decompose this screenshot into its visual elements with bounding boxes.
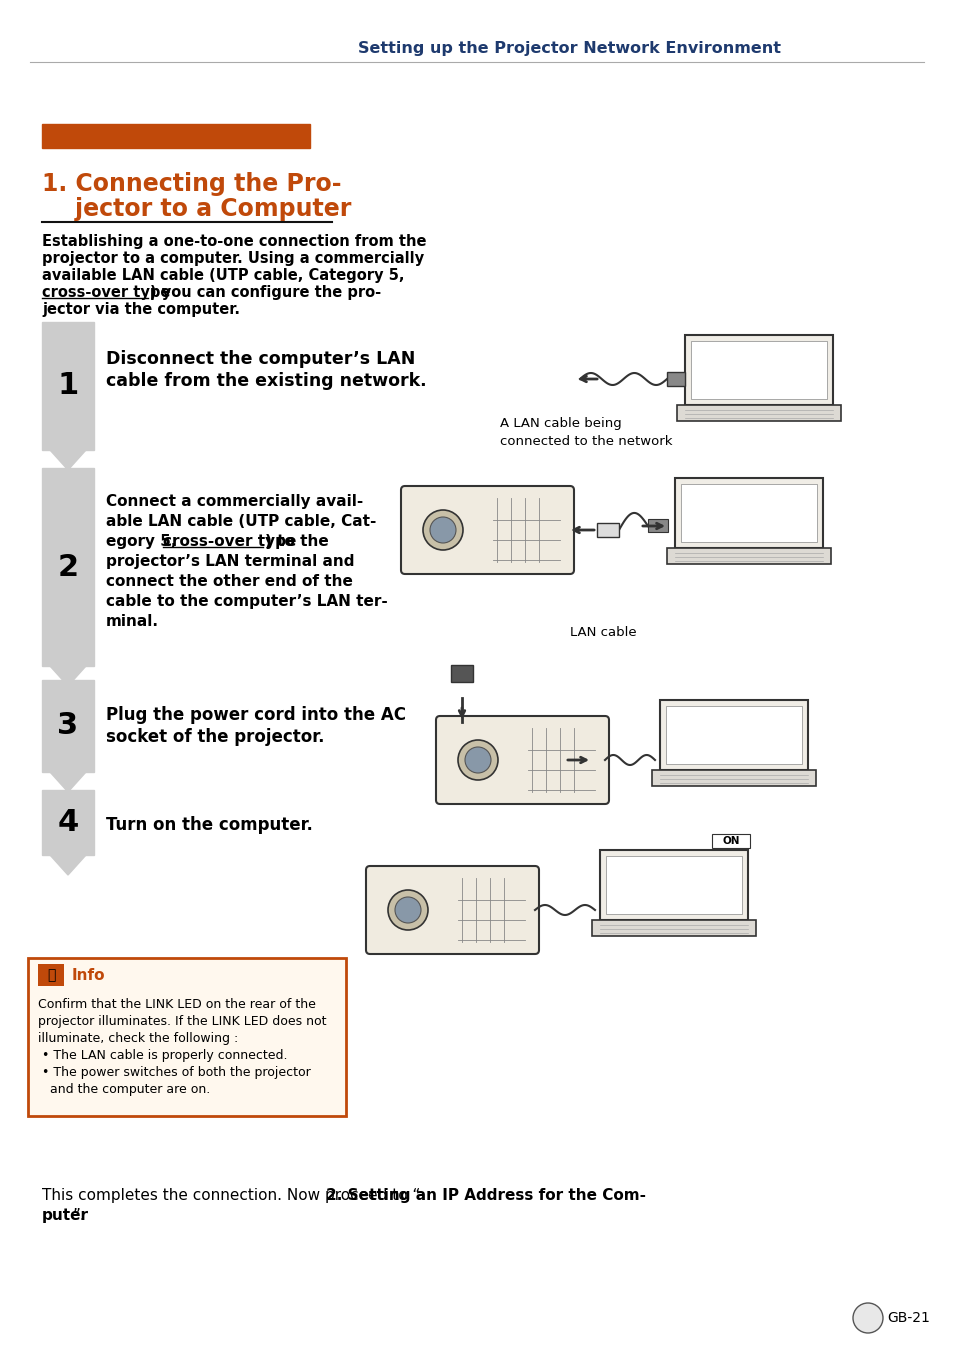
Text: 4: 4	[57, 808, 78, 837]
Text: Info: Info	[71, 968, 106, 983]
Text: able LAN cable (UTP cable, Cat-: able LAN cable (UTP cable, Cat-	[106, 514, 376, 529]
Text: Confirm that the LINK LED on the rear of the: Confirm that the LINK LED on the rear of…	[38, 997, 315, 1011]
Text: and the computer are on.: and the computer are on.	[38, 1084, 210, 1096]
Text: minal.: minal.	[106, 614, 159, 629]
Text: Connect a commercially avail-: Connect a commercially avail-	[106, 494, 363, 509]
Circle shape	[422, 510, 462, 551]
Text: cross-over type: cross-over type	[42, 285, 171, 300]
Bar	[42, 790, 94, 855]
Text: Plug the power cord into the AC: Plug the power cord into the AC	[106, 707, 406, 724]
Text: This completes the connection. Now proceed to “: This completes the connection. Now proce…	[42, 1189, 420, 1203]
Circle shape	[388, 890, 428, 930]
Text: LAN cable: LAN cable	[569, 626, 636, 639]
Text: • The LAN cable is properly connected.: • The LAN cable is properly connected.	[38, 1049, 287, 1062]
Text: 2. Setting an IP Address for the Com-: 2. Setting an IP Address for the Com-	[326, 1189, 646, 1203]
Bar	[684, 335, 832, 405]
Circle shape	[395, 896, 420, 923]
Text: 1: 1	[57, 371, 78, 401]
Text: egory 5,: egory 5,	[106, 534, 182, 549]
FancyBboxPatch shape	[400, 486, 574, 573]
Polygon shape	[50, 666, 86, 686]
Bar	[42, 124, 310, 148]
Bar	[711, 835, 749, 848]
Text: Turn on the computer.: Turn on the computer.	[106, 816, 313, 835]
Text: • The power switches of both the projector: • The power switches of both the project…	[38, 1066, 311, 1079]
Circle shape	[430, 517, 456, 542]
Bar	[28, 958, 346, 1116]
Text: puter: puter	[42, 1207, 89, 1224]
Text: Establishing a one-to-one connection from the: Establishing a one-to-one connection fro…	[42, 234, 426, 249]
Polygon shape	[50, 450, 86, 470]
Bar	[666, 371, 684, 386]
Bar	[665, 707, 801, 765]
Text: illuminate, check the following :: illuminate, check the following :	[38, 1032, 238, 1044]
Bar	[42, 322, 94, 450]
Bar	[605, 856, 741, 914]
Bar	[42, 468, 94, 666]
Text: GB-21: GB-21	[886, 1311, 929, 1324]
Bar	[680, 485, 816, 542]
Text: 📖: 📖	[47, 968, 55, 983]
Text: Setting up the Projector Network Environment: Setting up the Projector Network Environ…	[358, 40, 781, 55]
Text: 3: 3	[57, 712, 78, 740]
Bar	[647, 520, 667, 532]
Text: Disconnect the computer’s LAN: Disconnect the computer’s LAN	[106, 350, 415, 367]
Text: ”.: ”.	[72, 1207, 85, 1224]
Text: cross-over type: cross-over type	[163, 534, 295, 549]
Text: jector via the computer.: jector via the computer.	[42, 302, 240, 318]
Bar	[599, 851, 747, 921]
Text: A LAN cable being
connected to the network: A LAN cable being connected to the netwo…	[499, 417, 672, 448]
Text: projector’s LAN terminal and: projector’s LAN terminal and	[106, 555, 355, 569]
Text: 1. Connecting the Pro-: 1. Connecting the Pro-	[42, 172, 341, 197]
Text: projector to a computer. Using a commercially: projector to a computer. Using a commerc…	[42, 250, 424, 267]
Circle shape	[852, 1303, 882, 1333]
Bar	[451, 665, 473, 682]
Bar	[677, 405, 841, 421]
Polygon shape	[50, 773, 86, 791]
Text: available LAN cable (UTP cable, Category 5,: available LAN cable (UTP cable, Category…	[42, 268, 404, 283]
FancyBboxPatch shape	[436, 716, 608, 804]
Bar	[592, 921, 755, 935]
Circle shape	[464, 747, 491, 773]
Text: socket of the projector.: socket of the projector.	[106, 728, 324, 746]
Circle shape	[457, 740, 497, 779]
Bar	[651, 770, 815, 786]
Text: connect the other end of the: connect the other end of the	[106, 573, 353, 590]
Text: jector to a Computer: jector to a Computer	[42, 197, 351, 221]
Text: ON: ON	[721, 836, 739, 847]
Text: cable from the existing network.: cable from the existing network.	[106, 371, 426, 390]
FancyBboxPatch shape	[366, 865, 538, 954]
Bar	[38, 964, 64, 987]
Text: ) you can configure the pro-: ) you can configure the pro-	[150, 285, 381, 300]
Bar	[675, 478, 822, 548]
Text: ) to the: ) to the	[264, 534, 328, 549]
Bar	[42, 680, 94, 773]
Polygon shape	[50, 855, 86, 875]
Text: 2: 2	[57, 552, 78, 581]
Bar	[666, 548, 830, 564]
Bar	[690, 341, 826, 398]
Bar	[597, 524, 618, 537]
Text: cable to the computer’s LAN ter-: cable to the computer’s LAN ter-	[106, 594, 387, 608]
Text: projector illuminates. If the LINK LED does not: projector illuminates. If the LINK LED d…	[38, 1015, 326, 1028]
Bar	[659, 700, 807, 770]
